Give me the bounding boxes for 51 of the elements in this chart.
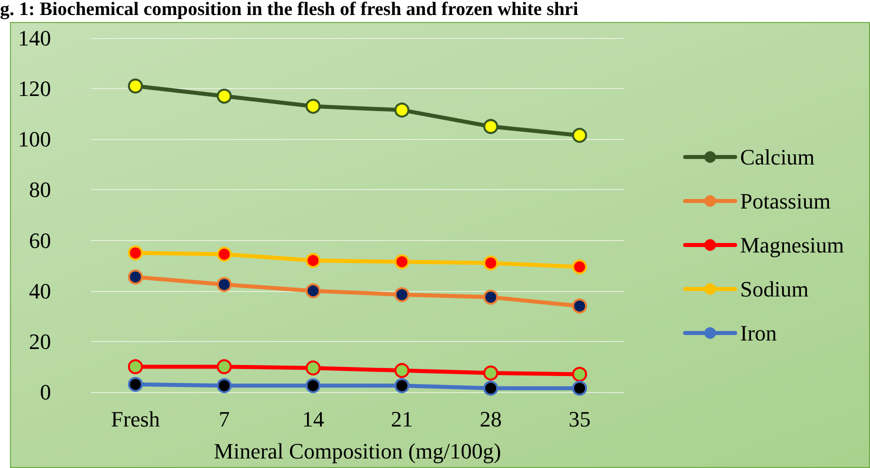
legend-label: Iron bbox=[740, 320, 777, 346]
point bbox=[128, 376, 143, 392]
point bbox=[572, 259, 588, 274]
y-tick-label: 0 bbox=[40, 380, 51, 404]
point bbox=[306, 253, 321, 268]
x-tick-label: 7 bbox=[218, 406, 230, 432]
point bbox=[216, 277, 232, 292]
x-tick-label: 14 bbox=[302, 406, 324, 432]
point bbox=[483, 290, 498, 305]
point bbox=[483, 380, 498, 396]
point bbox=[216, 88, 232, 104]
y-tick-label: 60 bbox=[29, 228, 51, 253]
legend-label: Sodium bbox=[740, 276, 809, 302]
point bbox=[394, 287, 410, 302]
y-tick-label: 100 bbox=[18, 126, 51, 152]
x-axis-title: Mineral Composition (mg/100g) bbox=[214, 438, 502, 464]
point bbox=[216, 246, 232, 262]
point bbox=[483, 256, 498, 271]
y-tick-label: 20 bbox=[29, 328, 51, 354]
point bbox=[572, 366, 588, 382]
chart-title: g. 1: Biochemical composition in the flesh of fresh and frozen white shri bbox=[0, 0, 580, 22]
y-tick-label: 120 bbox=[18, 76, 51, 102]
x-tick-label: 21 bbox=[390, 406, 413, 432]
point bbox=[128, 245, 143, 260]
point bbox=[216, 378, 232, 394]
legend-label: Potassium bbox=[740, 188, 831, 214]
x-tick-label: 28 bbox=[480, 406, 502, 432]
point bbox=[394, 363, 410, 378]
point bbox=[483, 119, 498, 134]
legend-label: Magnesium bbox=[740, 232, 844, 258]
point bbox=[306, 283, 321, 298]
x-tick-label: Fresh bbox=[110, 406, 160, 432]
point bbox=[572, 128, 588, 143]
point bbox=[128, 78, 143, 94]
point bbox=[572, 298, 588, 314]
point bbox=[394, 378, 410, 394]
y-tick-label: 140 bbox=[18, 26, 51, 50]
y-tick-label: 80 bbox=[29, 177, 51, 202]
point bbox=[572, 380, 588, 396]
y-tick-label: 40 bbox=[29, 278, 51, 304]
x-tick-label: 35 bbox=[568, 406, 591, 432]
point bbox=[306, 98, 321, 114]
legend-label: Calcium bbox=[740, 144, 815, 170]
point bbox=[128, 269, 143, 284]
point bbox=[128, 359, 143, 374]
point bbox=[306, 360, 321, 376]
point bbox=[394, 102, 410, 118]
point bbox=[483, 366, 498, 381]
point bbox=[306, 378, 321, 394]
point bbox=[394, 254, 410, 270]
point bbox=[216, 359, 232, 374]
